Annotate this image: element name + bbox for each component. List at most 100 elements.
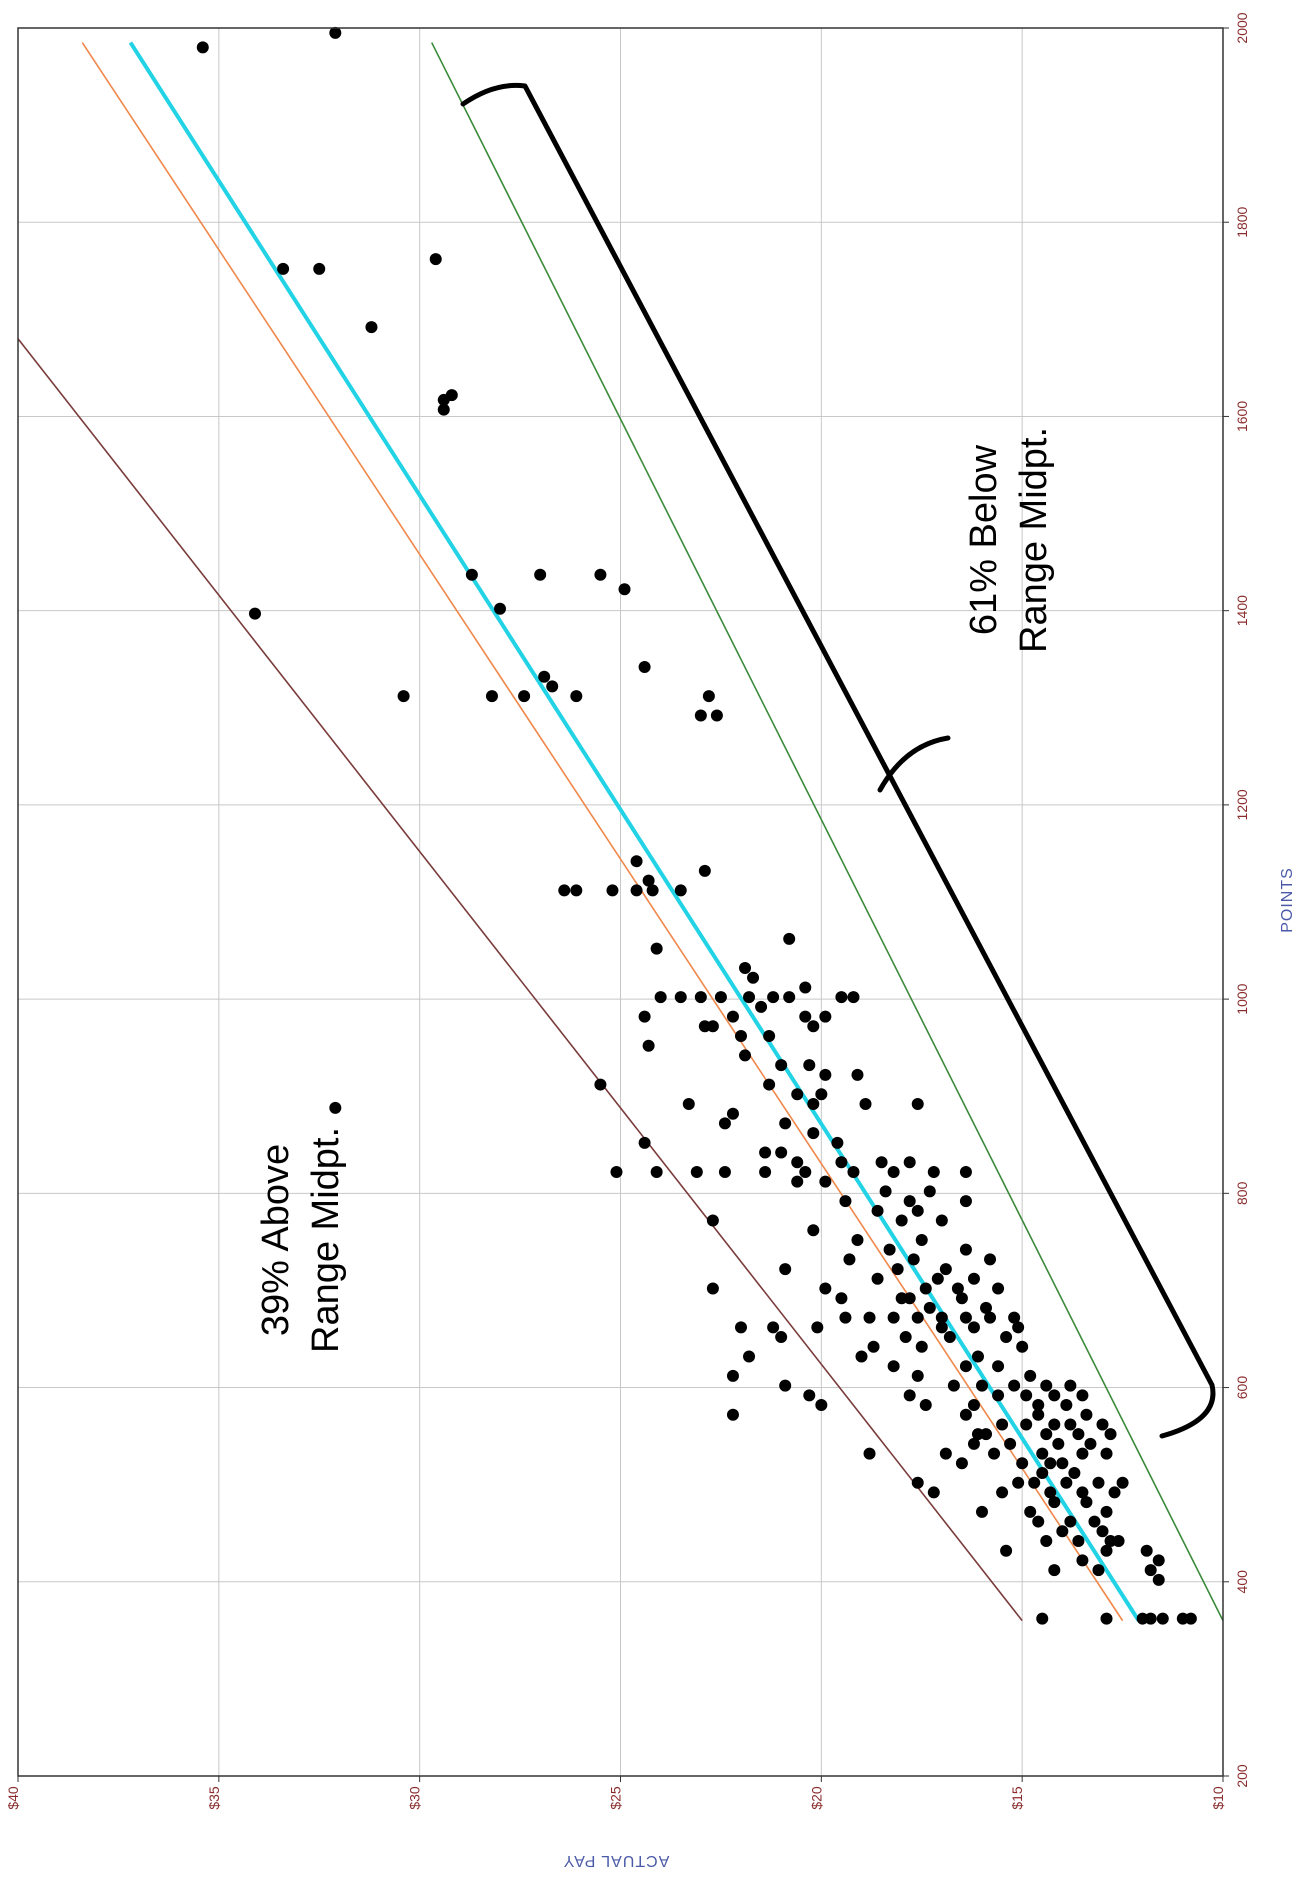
data-point bbox=[1028, 1476, 1041, 1489]
data-point bbox=[1100, 1505, 1113, 1518]
data-point bbox=[815, 1399, 828, 1412]
data-point bbox=[927, 1486, 940, 1499]
data-point bbox=[867, 1340, 880, 1353]
data-point bbox=[799, 1165, 812, 1178]
data-point bbox=[642, 1039, 655, 1052]
data-point bbox=[879, 1185, 892, 1198]
data-point bbox=[1100, 1447, 1113, 1460]
data-point bbox=[694, 709, 707, 722]
data-point bbox=[718, 1117, 731, 1130]
data-point bbox=[735, 1321, 747, 1334]
data-point bbox=[959, 1408, 972, 1421]
data-point bbox=[1044, 1486, 1057, 1499]
data-point bbox=[911, 1476, 924, 1489]
data-point bbox=[976, 1379, 988, 1392]
data-point bbox=[779, 1117, 792, 1130]
data-point bbox=[927, 1165, 940, 1178]
data-point bbox=[1108, 1486, 1121, 1499]
data-point bbox=[1048, 1564, 1061, 1577]
data-point bbox=[1060, 1476, 1073, 1489]
data-point bbox=[1116, 1476, 1129, 1489]
data-point bbox=[1144, 1564, 1157, 1577]
data-point bbox=[1076, 1486, 1089, 1499]
data-point bbox=[650, 942, 663, 955]
data-point bbox=[1012, 1321, 1025, 1334]
data-point bbox=[863, 1311, 876, 1324]
data-point bbox=[494, 602, 506, 615]
data-point bbox=[907, 1253, 920, 1266]
data-point bbox=[967, 1437, 980, 1450]
data-point bbox=[819, 1282, 832, 1295]
data-point bbox=[976, 1505, 988, 1518]
data-point bbox=[1152, 1573, 1165, 1586]
x-tick-label: 2000 bbox=[1234, 12, 1250, 43]
data-point bbox=[714, 991, 727, 1004]
annotation-below-line1: 61% Below bbox=[963, 444, 1005, 635]
data-point bbox=[811, 1321, 824, 1334]
data-point bbox=[959, 1243, 972, 1256]
data-point bbox=[1056, 1525, 1069, 1538]
grid-layer bbox=[17, 27, 1224, 1777]
data-point bbox=[807, 1020, 820, 1033]
data-point bbox=[1140, 1544, 1153, 1557]
data-point bbox=[891, 1263, 904, 1276]
data-point bbox=[630, 855, 643, 868]
data-point bbox=[791, 1156, 804, 1169]
data-point bbox=[1096, 1418, 1109, 1431]
data-point bbox=[899, 1331, 912, 1344]
data-point bbox=[835, 1156, 848, 1169]
data-point bbox=[445, 389, 458, 402]
data-point bbox=[1100, 1544, 1113, 1557]
data-point bbox=[783, 991, 796, 1004]
data-point bbox=[803, 1389, 816, 1402]
data-point bbox=[365, 321, 378, 334]
data-point bbox=[807, 1224, 820, 1237]
data-point bbox=[594, 1078, 607, 1091]
data-point bbox=[967, 1272, 980, 1285]
data-point bbox=[835, 1292, 848, 1305]
data-point bbox=[518, 690, 531, 703]
data-point bbox=[630, 884, 643, 897]
data-point bbox=[1100, 1612, 1113, 1625]
data-point bbox=[903, 1156, 916, 1169]
data-point bbox=[815, 1088, 828, 1101]
data-point bbox=[759, 1165, 772, 1178]
data-point bbox=[465, 568, 478, 581]
data-point bbox=[951, 1282, 964, 1295]
data-point bbox=[775, 1059, 788, 1072]
data-point bbox=[1084, 1437, 1097, 1450]
data-point bbox=[839, 1195, 852, 1208]
data-point bbox=[935, 1321, 948, 1334]
data-point bbox=[996, 1418, 1009, 1431]
x-tick-label: 1800 bbox=[1234, 206, 1250, 237]
data-point bbox=[1040, 1379, 1053, 1392]
x-tick-label: 1600 bbox=[1234, 401, 1250, 432]
data-point bbox=[1020, 1418, 1033, 1431]
data-point bbox=[855, 1350, 868, 1363]
data-point bbox=[1068, 1467, 1081, 1480]
data-point bbox=[1152, 1554, 1165, 1567]
data-point bbox=[694, 991, 707, 1004]
data-point bbox=[277, 262, 290, 275]
data-point bbox=[911, 1097, 924, 1110]
data-point bbox=[775, 1146, 788, 1159]
data-point bbox=[739, 962, 752, 975]
data-point bbox=[1156, 1612, 1169, 1625]
data-point bbox=[1044, 1457, 1057, 1470]
data-point bbox=[1096, 1525, 1109, 1538]
data-point bbox=[594, 568, 607, 581]
data-point bbox=[638, 660, 651, 673]
data-point bbox=[1184, 1612, 1197, 1625]
y-tick-label: $35 bbox=[206, 1786, 222, 1810]
data-point bbox=[843, 1253, 856, 1266]
data-point bbox=[871, 1204, 884, 1217]
data-point bbox=[610, 1165, 623, 1178]
data-point bbox=[726, 1408, 739, 1421]
data-point bbox=[943, 1331, 956, 1344]
x-tick-label: 800 bbox=[1234, 1181, 1250, 1205]
trend-line bbox=[431, 42, 1224, 1621]
data-point bbox=[313, 262, 326, 275]
y-tick-label: $15 bbox=[1009, 1786, 1025, 1810]
x-tick-label: 1000 bbox=[1234, 983, 1250, 1014]
data-point bbox=[763, 1030, 776, 1043]
